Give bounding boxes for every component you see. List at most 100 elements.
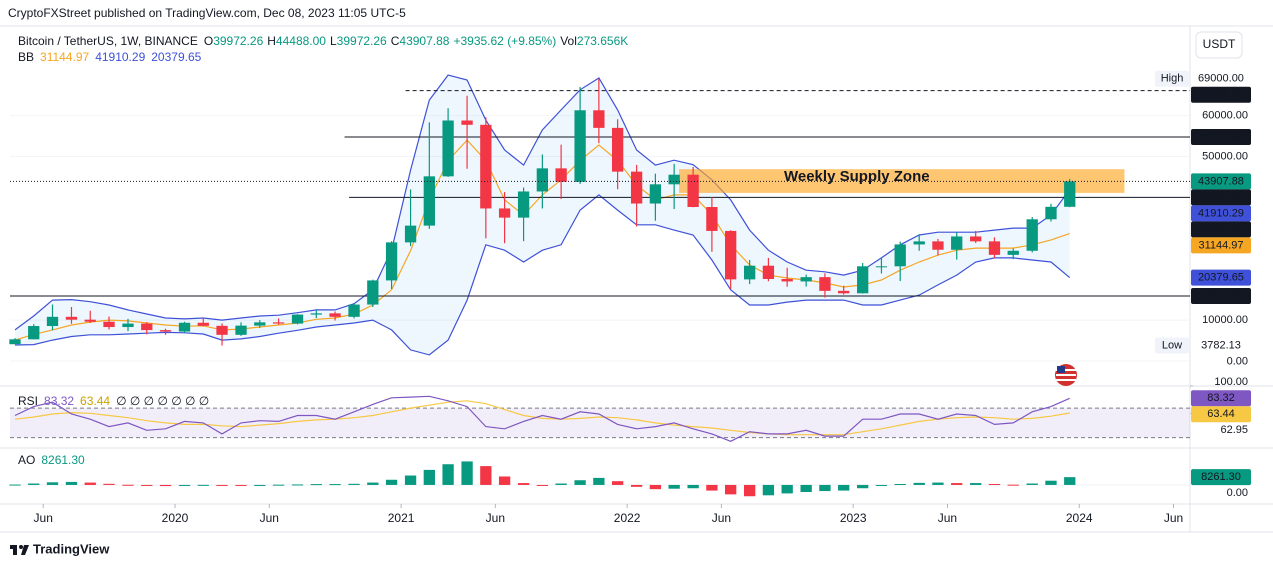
ao-bar <box>913 482 925 485</box>
ao-bar <box>668 484 680 489</box>
rsi-ma-line <box>14 400 1070 436</box>
bb-value: 20379.65 <box>151 50 201 64</box>
price-badge <box>1191 406 1251 423</box>
candle-body <box>725 230 737 280</box>
candle-body <box>668 174 680 185</box>
candle-body <box>461 120 473 125</box>
volume-value: 273.656K <box>577 34 628 48</box>
currency-button[interactable] <box>1195 31 1243 59</box>
candle-body <box>706 207 718 231</box>
candle-body <box>630 171 643 204</box>
ao-bar <box>367 482 379 485</box>
candle-body <box>28 326 40 340</box>
ao-bar <box>988 484 1001 485</box>
candle-body <box>988 241 1001 255</box>
price-badge-label: 40000.00 <box>1198 223 1244 235</box>
candle-body <box>442 120 454 177</box>
main-layer: Weekly Supply Zone <box>9 78 1190 497</box>
bb-legend: BB 31144.97 41910.29 20379.65 <box>18 50 202 64</box>
candle-body <box>1026 219 1038 251</box>
ao-bar <box>404 475 417 485</box>
currency[interactable]: USDT <box>1203 37 1236 51</box>
badge-name-bg <box>1155 337 1189 354</box>
price-badge-label: 20379.65 <box>1198 272 1244 284</box>
candle-body <box>894 244 906 267</box>
y-tick-label: 0.00 <box>1227 487 1248 499</box>
price-badge-label: 41910.29 <box>1198 207 1244 219</box>
candle-body <box>84 319 96 322</box>
ao-bar <box>348 483 360 485</box>
ao-bar <box>781 484 793 494</box>
y-tick-label: 100.00 <box>1214 376 1248 388</box>
candle-body <box>1007 250 1019 255</box>
candle-body <box>800 277 812 282</box>
ao-bar <box>65 481 78 485</box>
publisher: CryptoFXStreet published on TradingView.… <box>8 6 406 20</box>
flag-stripe <box>1056 374 1076 376</box>
supply-zone-label: Weekly Supply Zone <box>784 168 930 185</box>
ao-bar <box>385 479 398 485</box>
candle-body <box>159 330 172 332</box>
price-badge <box>1191 469 1251 486</box>
flag-stripe <box>1056 379 1076 381</box>
candle-body <box>216 325 228 335</box>
ao-bar <box>84 482 96 485</box>
candle-body <box>574 110 586 182</box>
price-badge-label: 54763.84 <box>1198 131 1244 143</box>
ao-bar <box>28 483 40 485</box>
candle-body <box>367 280 379 305</box>
rsi-value: 83.32 <box>44 394 74 408</box>
flag-stripe <box>1056 369 1076 371</box>
ao-bar <box>216 484 228 486</box>
candle-body <box>178 322 191 332</box>
price-badge <box>1191 221 1251 238</box>
ao-legend: AO 8261.30 <box>18 453 85 467</box>
ohlc-value: 44488.00 <box>276 34 326 48</box>
ao-label: AO <box>18 453 35 467</box>
y-tick-label: 10000.00 <box>1202 314 1248 326</box>
price-badge-label: 63.44 <box>1207 408 1235 420</box>
rsi-rest: ∅ ∅ ∅ ∅ ∅ ∅ ∅ <box>116 394 209 408</box>
badge-name: Low <box>1162 339 1182 351</box>
ohlc-value: 43907.88 <box>399 34 449 48</box>
candle-body <box>141 323 153 331</box>
candle-body <box>272 322 285 324</box>
logo-part <box>13 545 17 555</box>
candle-body <box>536 168 549 192</box>
bb-lower <box>14 194 1071 356</box>
ao-bar <box>649 484 662 490</box>
candle-body <box>46 316 59 327</box>
change: +3935.62 (+9.85%) <box>453 34 556 48</box>
ao-bar <box>611 481 624 485</box>
ao-bar <box>1045 480 1057 485</box>
x-tick-label: Jun <box>1164 511 1183 525</box>
ao-bar <box>800 484 812 492</box>
ao-bar <box>254 484 266 486</box>
candle-body <box>743 265 756 280</box>
brand-logo <box>10 545 29 555</box>
flag-icon[interactable] <box>1055 364 1077 386</box>
ao-bar <box>555 483 567 485</box>
symbol: Bitcoin / TetherUS, 1W, BINANCE <box>18 34 198 48</box>
candle-body <box>480 124 492 209</box>
candle-body <box>611 127 624 172</box>
price-badge-label: 15892.30 <box>1198 290 1244 302</box>
ao-bar <box>725 484 737 495</box>
ao-bar <box>291 484 304 486</box>
ao-value: 8261.30 <box>41 453 85 467</box>
price-badge-label: 8261.30 <box>1201 471 1241 483</box>
rsi-ma-value: 63.44 <box>80 394 110 408</box>
candle-body <box>404 225 417 243</box>
candle-body <box>65 316 78 320</box>
candle-body <box>593 110 605 128</box>
ao-bar <box>894 484 906 485</box>
ao-bar <box>46 482 59 485</box>
candle-body <box>687 174 699 208</box>
candle-body <box>838 290 850 294</box>
candle-body <box>122 323 134 328</box>
candle-body <box>103 321 115 328</box>
y-tick-label: 62.95 <box>1220 424 1248 436</box>
ao-bar <box>423 469 435 485</box>
ao-bar <box>743 484 756 497</box>
